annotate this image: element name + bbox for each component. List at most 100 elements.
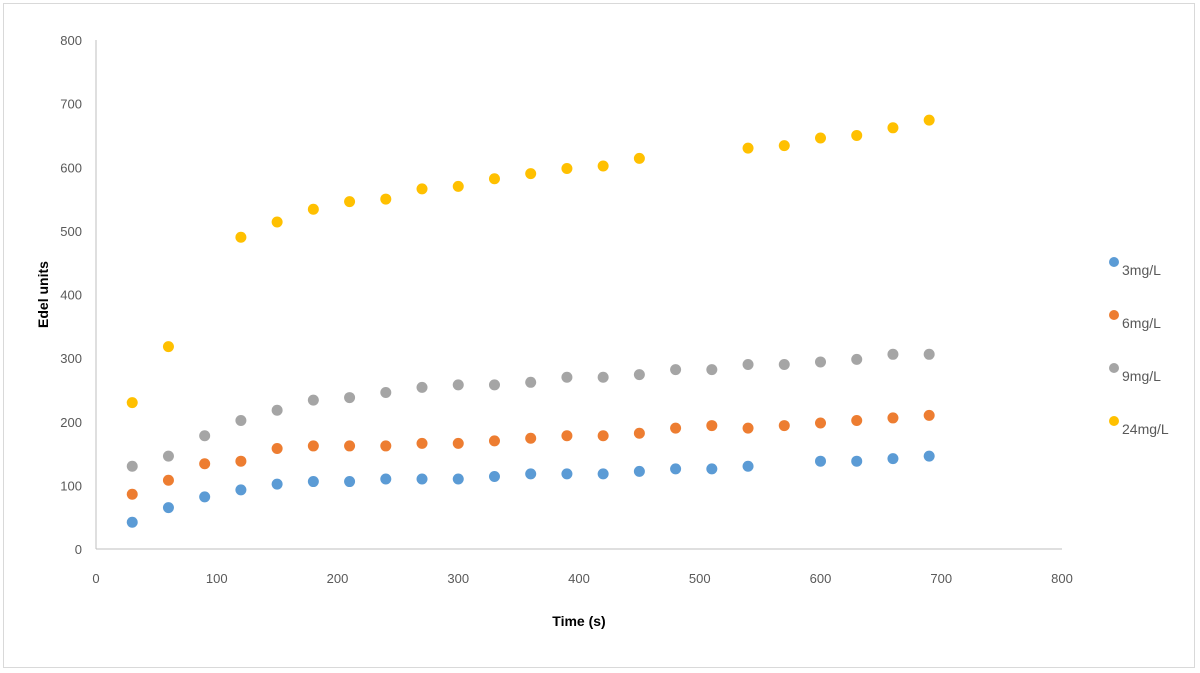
data-point bbox=[778, 358, 790, 370]
data-point bbox=[162, 450, 174, 462]
data-point bbox=[561, 430, 573, 442]
data-point bbox=[778, 420, 790, 432]
data-point bbox=[452, 437, 464, 449]
data-point bbox=[633, 427, 645, 439]
data-point bbox=[670, 422, 682, 434]
data-point bbox=[199, 458, 211, 470]
data-point bbox=[416, 473, 428, 485]
legend-entry: 6mg/L bbox=[1109, 310, 1161, 331]
data-point bbox=[597, 371, 609, 383]
data-point bbox=[923, 114, 935, 126]
data-point bbox=[380, 440, 392, 452]
data-point bbox=[851, 455, 863, 467]
data-point bbox=[561, 163, 573, 175]
data-point bbox=[488, 435, 500, 447]
data-point bbox=[597, 430, 609, 442]
y-tick-label: 100 bbox=[60, 478, 82, 493]
data-point bbox=[488, 470, 500, 482]
data-point bbox=[307, 203, 319, 215]
legend-label: 24mg/L bbox=[1122, 421, 1169, 437]
data-point bbox=[488, 173, 500, 185]
y-tick-label: 800 bbox=[60, 33, 82, 48]
legend-marker bbox=[1109, 310, 1119, 320]
data-point bbox=[525, 168, 537, 180]
data-point bbox=[199, 491, 211, 503]
data-point bbox=[235, 414, 247, 426]
data-point bbox=[162, 341, 174, 353]
y-tick-label: 200 bbox=[60, 415, 82, 430]
data-point bbox=[815, 417, 826, 429]
data-point bbox=[670, 364, 682, 376]
data-point bbox=[162, 474, 174, 486]
data-point bbox=[778, 140, 790, 152]
data-point bbox=[742, 422, 754, 434]
data-point bbox=[633, 465, 645, 477]
y-tick-label: 300 bbox=[60, 351, 82, 366]
data-point bbox=[597, 468, 609, 480]
data-point bbox=[380, 473, 392, 485]
data-point bbox=[923, 409, 935, 421]
data-point bbox=[307, 394, 319, 406]
data-point bbox=[525, 376, 537, 388]
data-point bbox=[706, 463, 718, 475]
data-point bbox=[887, 122, 899, 134]
x-tick-label: 300 bbox=[447, 571, 469, 586]
legend-marker bbox=[1109, 416, 1119, 426]
data-point bbox=[887, 348, 899, 360]
y-axis-title: Edel units bbox=[35, 261, 51, 328]
data-point bbox=[126, 488, 138, 500]
data-point bbox=[706, 364, 718, 376]
x-tick-label: 500 bbox=[689, 571, 711, 586]
legend-entry: 3mg/L bbox=[1109, 257, 1161, 278]
tick-labels: 0 100 200 300 400 500 600 700 800 0 100 200 300 400 50… bbox=[60, 33, 1073, 586]
data-point bbox=[525, 432, 537, 444]
x-tick-label: 200 bbox=[327, 571, 349, 586]
data-point bbox=[416, 437, 428, 449]
data-point bbox=[235, 484, 247, 496]
series-9mg/L bbox=[126, 348, 935, 472]
data-point bbox=[307, 476, 319, 488]
x-tick-label: 700 bbox=[930, 571, 952, 586]
data-point bbox=[561, 371, 573, 383]
data-point bbox=[597, 160, 609, 172]
legend-marker bbox=[1109, 257, 1119, 267]
data-point bbox=[235, 231, 247, 243]
data-point bbox=[162, 502, 174, 514]
data-point bbox=[887, 412, 899, 424]
data-point bbox=[199, 430, 211, 442]
x-tick-label: 400 bbox=[568, 571, 590, 586]
data-point bbox=[525, 468, 537, 480]
data-point bbox=[344, 440, 356, 452]
legend-label: 6mg/L bbox=[1122, 315, 1161, 331]
data-point bbox=[851, 414, 863, 426]
data-point bbox=[235, 455, 247, 467]
data-point bbox=[271, 216, 283, 228]
data-point bbox=[271, 478, 283, 490]
data-point bbox=[815, 132, 826, 144]
data-point bbox=[706, 420, 718, 432]
y-tick-label: 500 bbox=[60, 224, 82, 239]
legend-marker bbox=[1109, 363, 1119, 373]
data-point bbox=[742, 358, 754, 370]
data-point bbox=[126, 460, 138, 472]
data-point bbox=[452, 473, 464, 485]
chart-frame bbox=[3, 3, 1195, 668]
data-point bbox=[815, 455, 826, 467]
data-point bbox=[887, 453, 899, 465]
data-point bbox=[488, 379, 500, 391]
x-tick-label: 800 bbox=[1051, 571, 1073, 586]
data-point bbox=[380, 386, 392, 398]
data-point bbox=[633, 152, 645, 164]
y-tick-label: 700 bbox=[60, 97, 82, 112]
y-tick-label: 400 bbox=[60, 288, 82, 303]
data-point bbox=[307, 440, 319, 452]
data-point bbox=[126, 397, 138, 409]
data-point bbox=[923, 348, 935, 360]
series-3mg/L bbox=[126, 450, 935, 528]
data-point bbox=[851, 353, 863, 365]
data-point bbox=[561, 468, 573, 480]
data-point bbox=[126, 516, 138, 528]
y-tick-label: 600 bbox=[60, 160, 82, 175]
data-point bbox=[271, 442, 283, 454]
series-24mg/L bbox=[126, 114, 935, 409]
